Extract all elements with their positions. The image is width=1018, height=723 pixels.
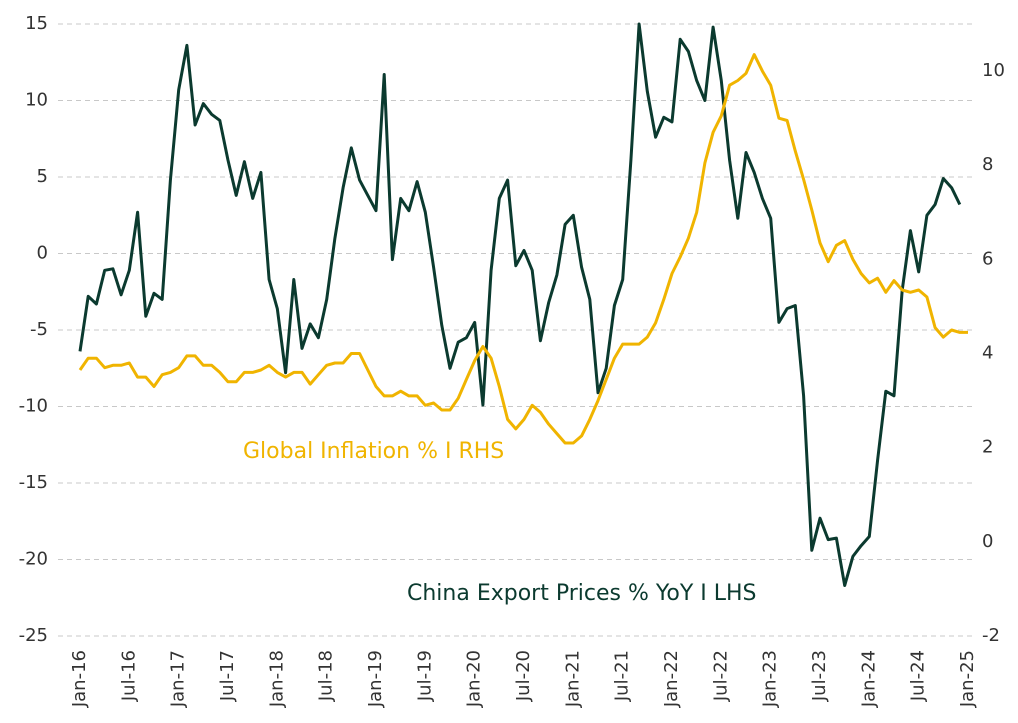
x-tick-label: Jul-18 [316,650,337,702]
y-tick-label: -5 [30,319,48,340]
y2-tick-label: 8 [982,154,993,175]
y-tick-label: -20 [19,549,48,570]
x-tick-label: Jul-23 [809,650,830,702]
x-tick-label: Jul-16 [118,650,139,702]
x-tick-label: Jan-17 [168,650,189,708]
x-tick-label: Jul-21 [612,650,633,702]
y2-tick-label: 6 [982,248,993,269]
y2-tick-label: 4 [982,343,993,364]
y-tick-label: 5 [37,166,48,187]
x-tick-label: Jan-22 [661,650,682,708]
y2-tick-label: -2 [982,625,1000,646]
x-tick-label: Jan-21 [562,650,583,708]
x-tick-label: Jul-19 [414,650,435,702]
line-series [78,53,968,445]
x-tick-label: Jan-24 [858,650,879,708]
series-label: China Export Prices % YoY I LHS [407,581,757,606]
x-tick-label: Jul-22 [710,650,731,702]
series-label: Global Inflation % I RHS [243,439,504,464]
x-tick-label: Jan-25 [957,650,978,708]
y-tick-label: 10 [25,90,48,111]
x-tick-label: Jan-20 [464,650,485,708]
x-tick-label: Jan-18 [266,650,287,708]
y-tick-label: -25 [19,625,48,646]
y2-tick-label: 10 [982,60,1005,81]
x-tick-label: Jan-23 [760,650,781,708]
y2-tick-label: 2 [982,437,993,458]
x-tick-label: Jul-20 [513,650,534,702]
y2-tick-label: 0 [982,531,993,552]
y-tick-label: 15 [25,13,48,34]
line-series [78,22,962,587]
y-tick-label: 0 [37,243,48,264]
y-tick-label: -10 [19,396,48,417]
x-tick-label: Jul-24 [908,650,929,702]
x-tick-label: Jul-17 [217,650,238,702]
x-tick-label: Jan-16 [69,650,90,708]
y-tick-label: -15 [19,472,48,493]
x-tick-label: Jan-19 [365,650,386,708]
